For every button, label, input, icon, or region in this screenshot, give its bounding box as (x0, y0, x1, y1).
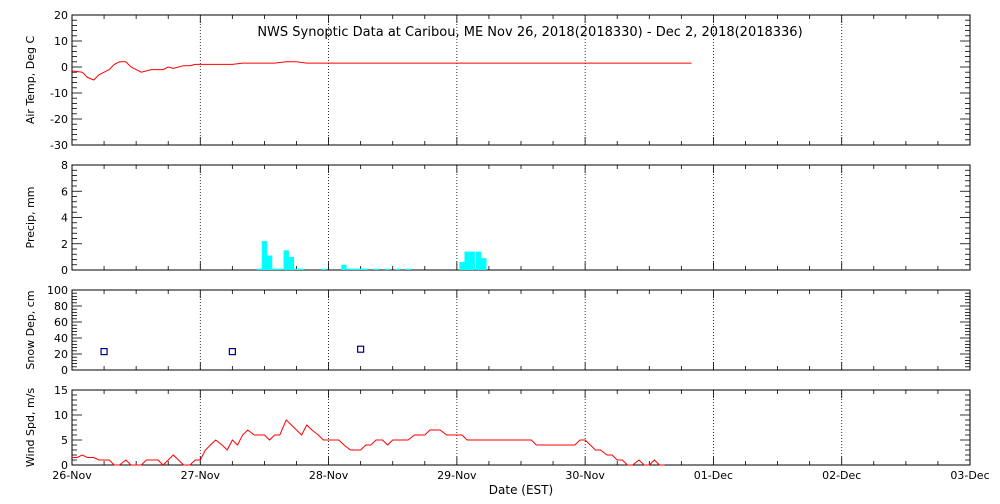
y-tick-label: 4 (61, 212, 68, 225)
snow-depth-point (228, 348, 236, 356)
y-tick-label: 10 (54, 409, 68, 422)
y-tick-label: 60 (54, 316, 68, 329)
y-tick-label: 0 (61, 264, 68, 277)
y-tick-label: -10 (50, 87, 68, 100)
precip-bar (261, 241, 268, 270)
chart-title: NWS Synoptic Data at Caribou, ME Nov 26,… (257, 25, 802, 40)
wind-speed-line (72, 419, 665, 466)
snow-depth-point (100, 348, 108, 356)
x-axis-label: Date (EST) (489, 483, 553, 497)
plot-frame (71, 164, 971, 271)
precip-bar (266, 255, 273, 270)
precip-bar (384, 268, 391, 270)
panel-4: 0 5 10 15 Wind Spd, m/s 26-Nov 27-Nov 28-Nov 29-… (24, 384, 990, 497)
x-tick-label: 03-Dec (950, 469, 989, 482)
x-tick-label: 30-Nov (565, 469, 605, 482)
precip-bar (357, 268, 364, 270)
panel-1: -30 -20 -10 0 10 20 Air Temp, Deg C (24, 9, 971, 152)
precip-bar (298, 268, 305, 270)
y-tick-label: 0 (61, 364, 68, 377)
x-tick-label: 02-Dec (822, 469, 861, 482)
precip-bar (405, 268, 411, 270)
precip-bar (256, 268, 262, 270)
air-temp-line (71, 61, 692, 81)
precip-bar (363, 268, 369, 270)
x-tick-label: 28-Nov (309, 469, 349, 482)
precip-bar (272, 268, 278, 270)
x-tick-label: 27-Nov (181, 469, 221, 482)
y-tick-label: 20 (54, 9, 68, 22)
y-tick-label: 80 (54, 300, 68, 313)
precip-bar (347, 268, 354, 270)
panel-3: 0 20 40 60 80 100 Snow Dep, cm (24, 284, 971, 377)
precip-bar (373, 268, 379, 270)
y-tick-label: -30 (50, 139, 68, 152)
y-tick-label: 20 (54, 348, 68, 361)
y-tick-label: 10 (54, 35, 68, 48)
y-tick-label: 6 (61, 185, 68, 198)
y-tick-label: 40 (54, 332, 68, 345)
y-tick-label: 5 (61, 434, 68, 447)
precip-bar (395, 268, 401, 270)
y-axis-label: Precip, mm (24, 187, 37, 249)
precip-bar (475, 251, 482, 270)
precip-bar (352, 268, 359, 270)
precip-bar (464, 251, 470, 270)
x-tick-label: 29-Nov (437, 469, 477, 482)
precip-bar (341, 264, 347, 270)
y-tick-label: 15 (54, 384, 68, 397)
plot-frame (71, 389, 971, 466)
precip-bar (288, 256, 295, 270)
precip-bar (481, 258, 487, 270)
precip-bar (277, 268, 283, 270)
snow-depth-point (357, 345, 365, 353)
y-tick-label: 0 (61, 459, 68, 472)
x-tick-label: 01-Dec (694, 469, 733, 482)
y-tick-label: 8 (61, 159, 68, 172)
y-tick-label: 0 (61, 61, 68, 74)
precip-bar (469, 251, 475, 270)
x-tick-label: 26-Nov (52, 469, 92, 482)
y-axis-label: Snow Dep, cm (24, 290, 37, 369)
precip-bar (293, 268, 300, 270)
y-tick-label: -20 (50, 113, 68, 126)
precip-bar (459, 262, 465, 270)
plot-frame (71, 289, 971, 371)
y-tick-label: 100 (47, 284, 68, 297)
precip-bar (320, 268, 327, 270)
panel-2: 0 2 4 6 8 Precip, mm (24, 159, 971, 277)
y-axis-label: Wind Spd, m/s (24, 388, 37, 468)
y-axis-label: Air Temp, Deg C (24, 36, 37, 125)
precip-bar (283, 250, 289, 270)
y-tick-label: 2 (61, 238, 68, 251)
